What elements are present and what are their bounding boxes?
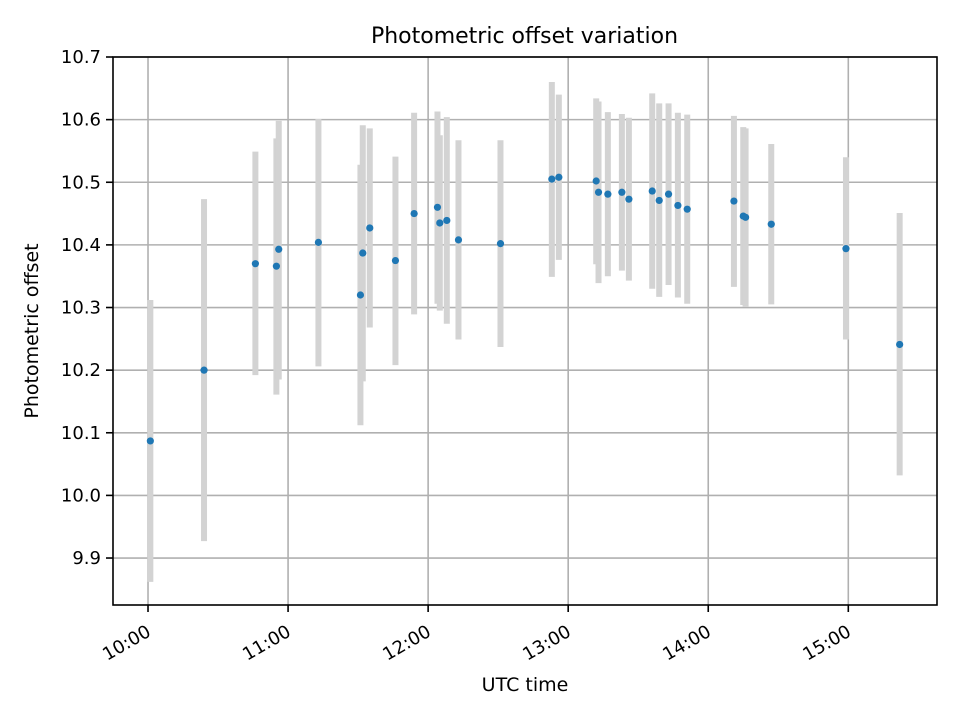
y-tick-label: 10.2 [61, 360, 101, 381]
data-point [391, 256, 400, 265]
y-tick-label: 9.9 [72, 548, 101, 569]
y-tick-label: 10.1 [61, 423, 101, 444]
x-axis-ticks: 10:00 11:00 12:00 13:00 14:00 15:00 [99, 605, 855, 665]
x-axis-label: UTC time [482, 674, 569, 696]
data-point [366, 224, 374, 232]
data-point [674, 201, 682, 210]
y-tick-label: 10.0 [61, 485, 101, 506]
data-point [272, 262, 280, 270]
data-point [655, 196, 663, 205]
data-point [496, 240, 505, 248]
x-tick-label: 13:00 [519, 621, 574, 665]
data-point [548, 175, 556, 183]
data-point [683, 205, 691, 213]
data-point [146, 437, 154, 445]
plot-frame [112, 56, 938, 606]
chart-title: Photometric offset variation [371, 24, 678, 49]
data-points [146, 173, 904, 445]
data-point [443, 216, 451, 225]
data-point [604, 190, 612, 198]
grid-lines [113, 56, 937, 605]
x-tick-label: 10:00 [99, 621, 154, 665]
x-tick-label: 12:00 [379, 621, 434, 665]
data-point [842, 245, 850, 253]
data-point [730, 197, 738, 205]
data-point [314, 238, 323, 246]
data-point [410, 209, 418, 218]
data-point [664, 190, 673, 198]
data-point [251, 260, 259, 268]
y-tick-label: 10.7 [61, 47, 101, 68]
y-axis-ticks: 9.9 10.0 10.1 10.2 10.3 10.4 10.5 10.6 10.7 [61, 47, 113, 569]
x-tick-label: 11:00 [239, 621, 294, 665]
data-point [767, 220, 775, 228]
data-point [625, 195, 633, 203]
x-tick-label: 14:00 [659, 621, 714, 665]
data-point [592, 177, 600, 185]
data-point [200, 366, 208, 374]
data-point [356, 291, 365, 299]
data-point [648, 187, 656, 195]
data-point [741, 213, 750, 221]
y-tick-label: 10.3 [61, 298, 101, 319]
data-point [275, 245, 283, 253]
data-point [359, 249, 367, 257]
error-bars [147, 82, 903, 582]
data-point [436, 219, 444, 227]
data-point [433, 203, 442, 211]
data-point [454, 236, 463, 244]
data-point [594, 188, 603, 196]
y-tick-label: 10.4 [61, 235, 101, 256]
x-tick-label: 15:00 [799, 621, 854, 665]
data-point [896, 340, 904, 349]
y-axis-label: Photometric offset [21, 243, 43, 418]
data-point [618, 188, 626, 196]
y-tick-label: 10.5 [61, 172, 101, 193]
y-tick-label: 10.6 [61, 110, 101, 131]
data-point [555, 173, 563, 181]
